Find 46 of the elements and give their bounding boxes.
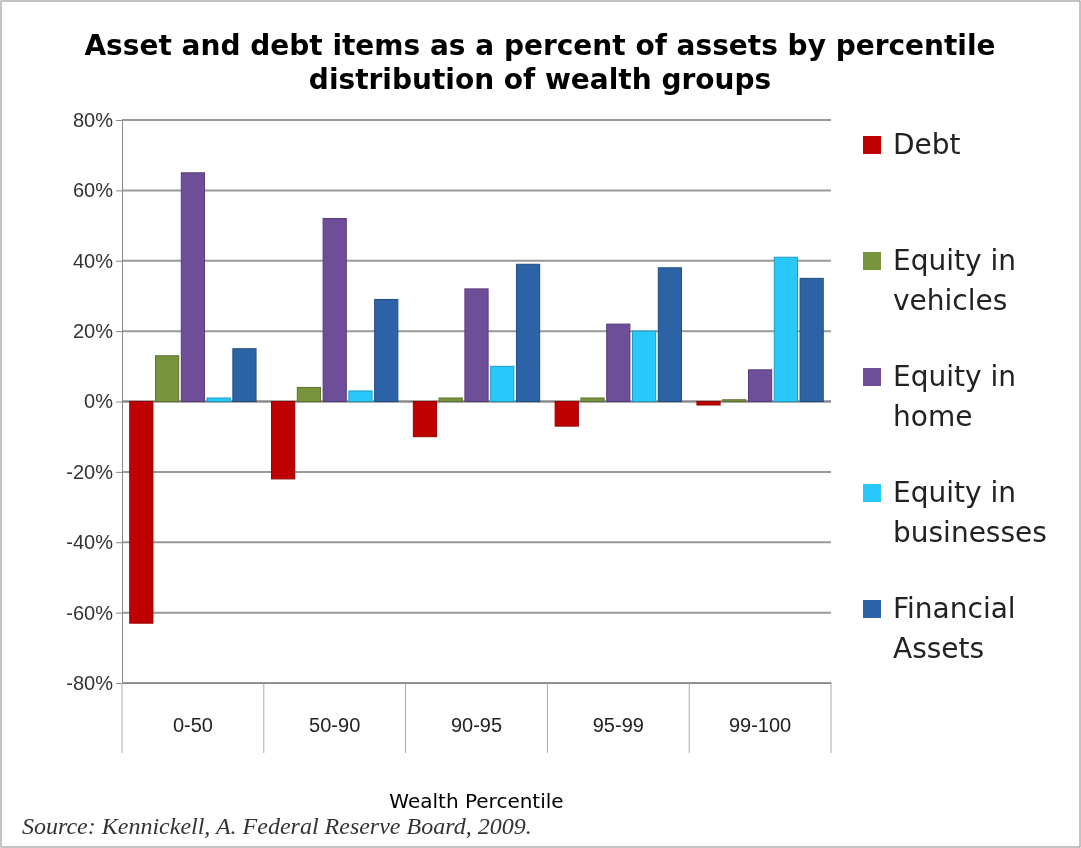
x-tick-label: 90-95 [450,714,503,737]
bar [490,365,515,402]
bar [657,267,682,402]
y-tick-label: -20% [66,460,114,483]
bar [180,172,205,402]
y-tick-label: -60% [66,601,114,624]
x-tick-label: 0-50 [172,714,213,737]
x-tick-label: 99-100 [728,714,792,737]
bar [155,355,180,402]
bar [271,401,296,480]
bar [232,348,257,402]
bar [464,288,489,402]
bar [515,263,541,402]
legend-label: Equity in businesses [893,476,1047,549]
bar [748,369,773,402]
bar [438,397,463,402]
y-tick-label: 0% [84,390,114,413]
y-tick-label: 60% [72,179,114,202]
y-tick-label: 80% [72,108,114,131]
chart-title: Asset and debt items as a percent of assets by percentile distribution of wealth groups [84,29,996,96]
legend-label: Financial Assets [893,592,1016,665]
y-tick-label: 20% [72,320,114,343]
source-note: Source: Kennickell, A. Federal Reserve Board, 2009. [22,813,532,839]
legend-label: Debt [893,128,961,161]
x-tick-label: 50-90 [309,714,361,737]
bar [580,397,605,402]
bar [348,390,373,402]
bar [799,277,824,402]
bar [296,386,322,402]
bar [554,401,579,427]
bar [322,218,347,402]
legend-label: Equity in vehicles [893,244,1016,317]
bar [773,256,798,402]
y-tick-label: -40% [66,531,114,554]
bar [129,401,154,624]
y-tick-label: -80% [66,671,114,694]
bar [412,401,438,438]
x-tick-label: 95-99 [592,714,644,737]
y-tick-label: 40% [72,249,114,272]
bar [696,401,721,406]
bar [206,397,231,402]
bar [606,323,631,402]
bar [631,330,657,402]
x-axis-title: Wealth Percentile [389,789,564,813]
bar [374,298,399,402]
legend-label: Equity in home [893,360,1016,433]
